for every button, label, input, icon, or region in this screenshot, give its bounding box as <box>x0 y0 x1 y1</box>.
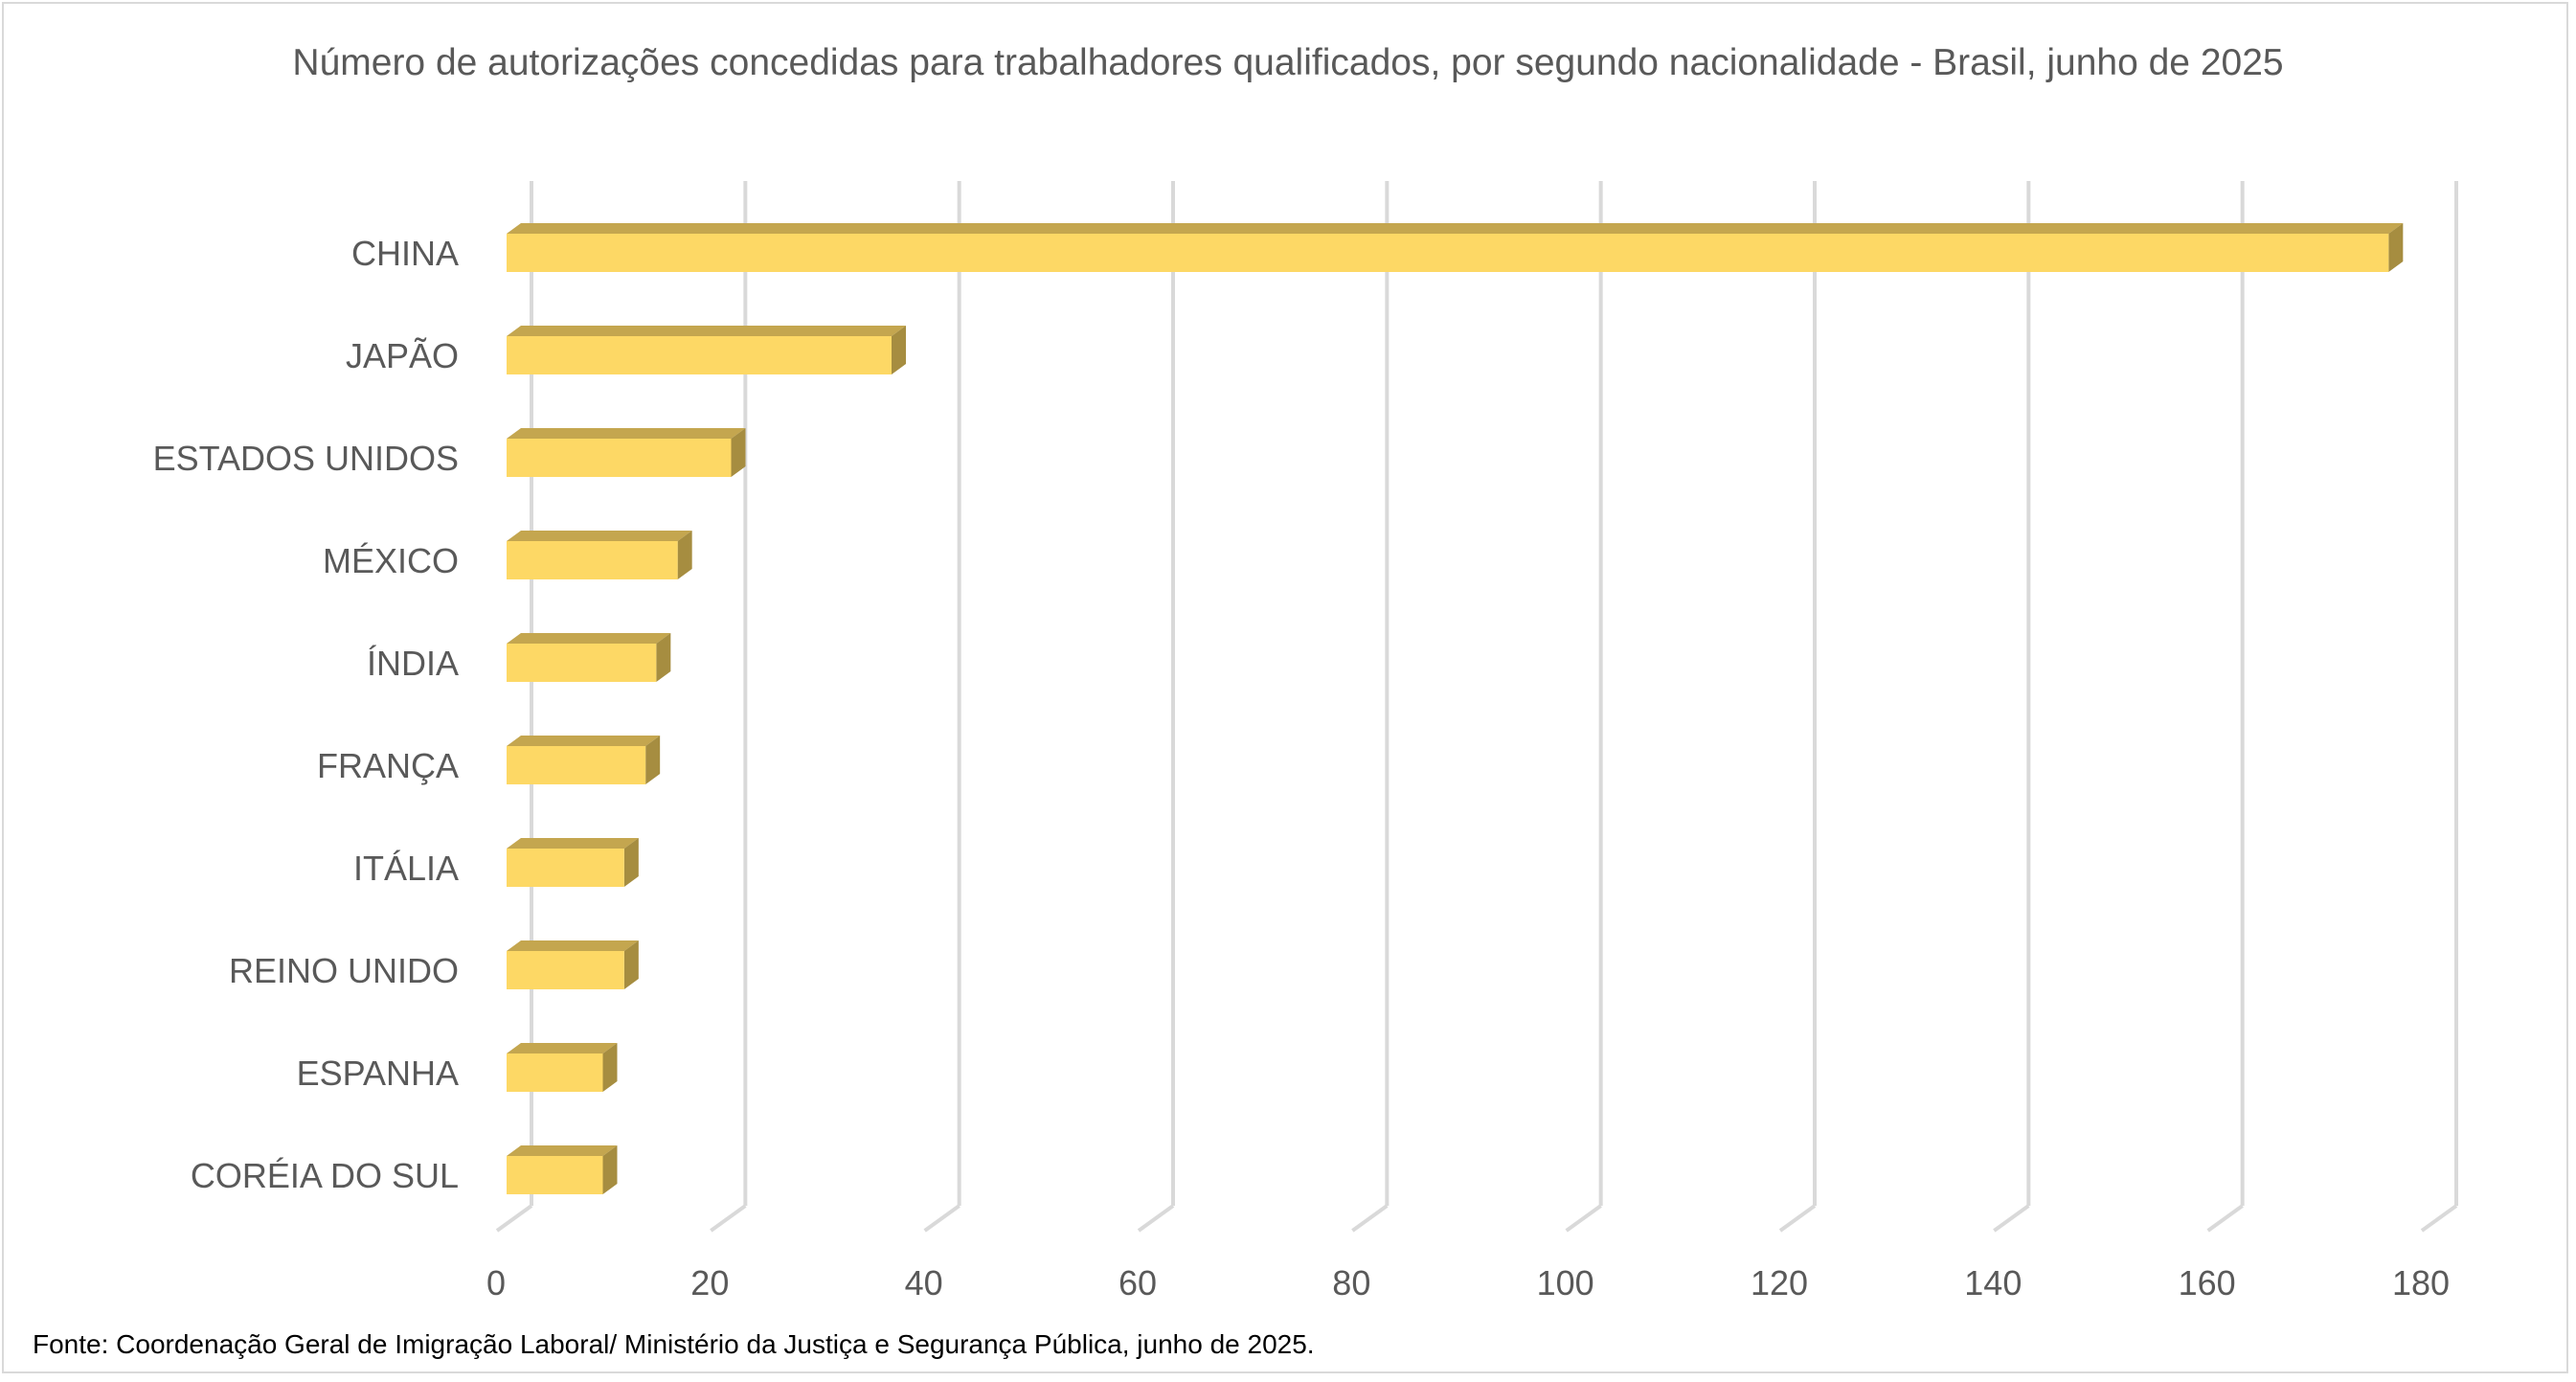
x-tick-label: 20 <box>690 1263 729 1303</box>
bar-top-face <box>507 531 692 541</box>
x-tick-label: 160 <box>2179 1263 2236 1303</box>
bar-top-face <box>507 633 671 644</box>
bar-front-face <box>507 541 678 579</box>
bar-front-face <box>507 849 624 887</box>
gridline-floor <box>1565 1204 1602 1233</box>
x-tick-label: 80 <box>1332 1263 1370 1303</box>
category-label: ITÁLIA <box>353 849 459 888</box>
x-tick-label: 100 <box>1537 1263 1594 1303</box>
category-label: ÍNDIA <box>367 644 459 683</box>
bar <box>507 1145 618 1194</box>
bar-front-face <box>507 746 646 784</box>
source-note: Fonte: Coordenação Geral de Imigração La… <box>33 1329 1315 1359</box>
bar <box>507 428 746 477</box>
bar-front-face <box>507 336 892 374</box>
category-label: ESTADOS UNIDOS <box>153 439 459 478</box>
bar-top-face <box>507 736 661 746</box>
bar <box>507 736 661 784</box>
x-tick-label: 120 <box>1751 1263 1808 1303</box>
gridline-floor <box>1993 1204 2030 1233</box>
bar-side-face <box>602 1043 618 1092</box>
category-label: REINO UNIDO <box>229 951 459 990</box>
bar <box>507 1043 618 1092</box>
x-tick-label: 60 <box>1119 1263 1157 1303</box>
bar-side-face <box>602 1145 618 1194</box>
gridline-floor <box>923 1204 960 1233</box>
category-label: ESPANHA <box>297 1053 459 1093</box>
bar-side-face <box>677 531 692 579</box>
bar-front-face <box>507 1053 603 1092</box>
bar-top-face <box>507 428 746 439</box>
bar-front-face <box>507 644 657 682</box>
bar-side-face <box>656 633 671 682</box>
gridline-floor <box>2420 1204 2458 1233</box>
bar-side-face <box>731 428 746 477</box>
bar-top-face <box>507 1145 618 1156</box>
category-label: CORÉIA DO SUL <box>191 1156 459 1195</box>
bar <box>507 940 639 989</box>
category-label: CHINA <box>351 234 459 273</box>
bar-top-face <box>507 940 639 951</box>
bar-side-face <box>623 838 639 887</box>
bar <box>507 223 2404 272</box>
bar-side-face <box>623 940 639 989</box>
bar-front-face <box>507 439 732 477</box>
category-label: FRANÇA <box>317 746 459 785</box>
category-label: MÉXICO <box>323 541 459 580</box>
bar <box>507 326 906 374</box>
bar <box>507 531 692 579</box>
gridline-floor <box>2206 1204 2244 1233</box>
gridline-floor <box>495 1204 533 1233</box>
x-tick-label: 0 <box>486 1263 506 1303</box>
bar-top-face <box>507 326 906 336</box>
gridline-floor <box>1137 1204 1175 1233</box>
bar <box>507 633 671 682</box>
bar-top-face <box>507 838 639 849</box>
bar-top-face <box>507 1043 618 1053</box>
bar-side-face <box>892 326 906 374</box>
bar-front-face <box>507 1156 603 1194</box>
gridline-floor <box>710 1204 747 1233</box>
x-tick-label: 180 <box>2392 1263 2450 1303</box>
x-tick-label: 40 <box>905 1263 943 1303</box>
chart-title: Número de autorizações concedidas para t… <box>292 42 2284 83</box>
gridline-floor <box>1351 1204 1389 1233</box>
x-tick-label: 140 <box>1964 1263 2022 1303</box>
bar-side-face <box>645 736 661 784</box>
bar <box>507 838 639 887</box>
bar-front-face <box>507 234 2389 272</box>
category-label: JAPÃO <box>346 336 459 375</box>
bar-front-face <box>507 951 624 989</box>
bar-side-face <box>2388 223 2404 272</box>
gridline-floor <box>1778 1204 1817 1233</box>
bar-top-face <box>507 223 2404 234</box>
